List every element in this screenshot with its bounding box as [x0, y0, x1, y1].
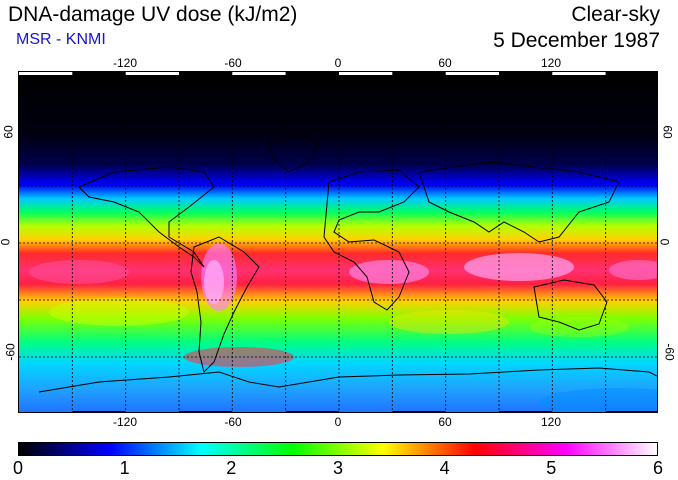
map-date: 5 December 1987 [493, 29, 660, 52]
asia-coast [418, 161, 620, 243]
southern-variations [49, 298, 657, 412]
lat-label-right: 0 [657, 238, 672, 246]
gridlines [19, 72, 657, 412]
scale-label: 5 [546, 458, 557, 478]
scale-label: 4 [439, 458, 450, 478]
map-canvas [19, 72, 657, 412]
lat-label-left: 60 [1, 125, 16, 139]
frame-ticks [19, 72, 657, 412]
lon-label-bottom: -120 [112, 415, 138, 429]
lon-label-bottom: 0 [334, 415, 342, 429]
lon-label-top: 0 [334, 56, 342, 70]
map-title: DNA-damage UV dose (kJ/m2) [8, 3, 298, 26]
europe-africa-coast [323, 169, 420, 311]
lon-label-bottom: -60 [224, 415, 242, 429]
south-america-coast [190, 236, 260, 373]
lon-label-bottom: 120 [540, 415, 562, 429]
sky-condition-label: Clear-sky [571, 3, 660, 26]
scale-label: 6 [652, 458, 664, 478]
lat-label-left: -60 [3, 343, 18, 361]
high-uv-regions [29, 243, 657, 311]
data-source-label: MSR - KNMI [16, 31, 106, 48]
australia-coast [533, 279, 608, 331]
lon-label-top: -60 [224, 56, 242, 70]
color-scale-bar [18, 442, 658, 456]
lat-label-right: 60 [660, 125, 675, 139]
uv-dose-map [18, 71, 658, 413]
scale-label: 2 [226, 458, 237, 478]
lon-label-bottom: 60 [438, 415, 452, 429]
lat-label-right: -60 [662, 343, 677, 361]
lat-label-left: 0 [0, 239, 12, 246]
greenland-coast [268, 133, 320, 173]
lon-label-top: 120 [540, 56, 562, 70]
lon-label-top: -120 [112, 56, 138, 70]
scale-label: 0 [12, 458, 24, 478]
uv-field [19, 72, 657, 412]
scale-label: 3 [332, 458, 344, 478]
lon-label-top: 60 [438, 56, 452, 70]
north-america-coast [78, 166, 215, 268]
scale-label: 1 [119, 458, 130, 478]
